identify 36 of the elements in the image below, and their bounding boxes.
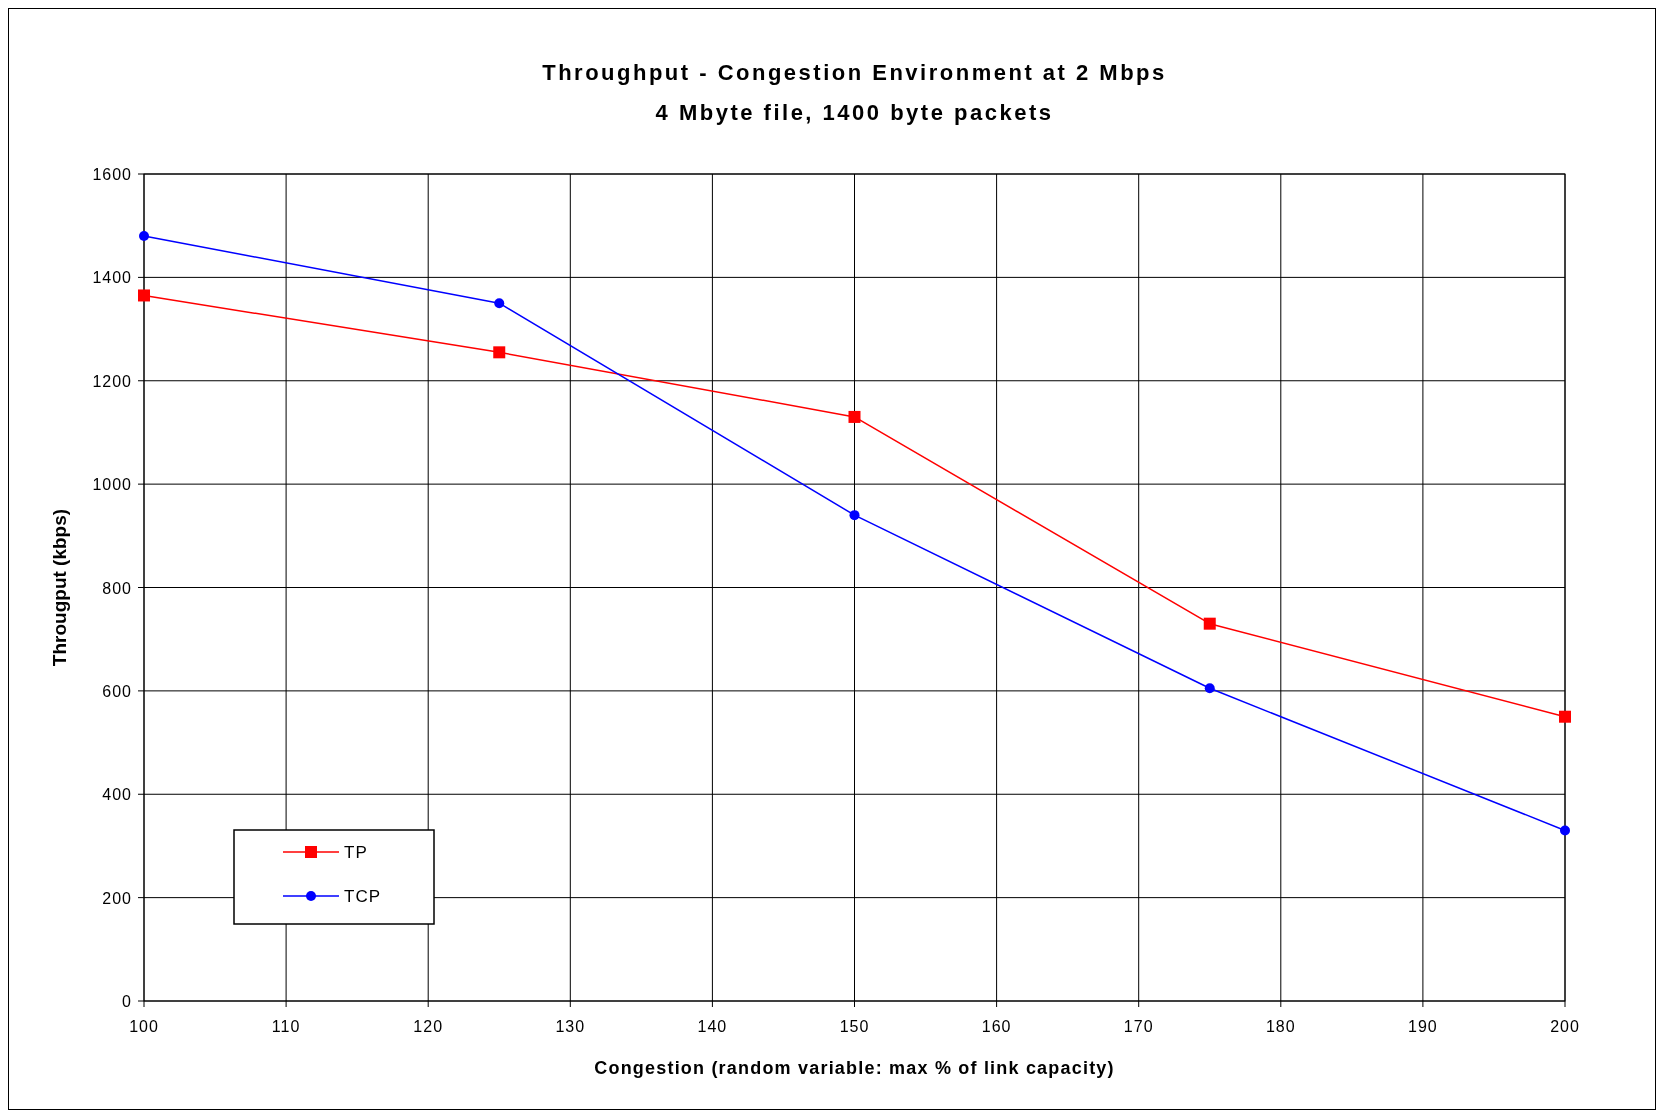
legend-label: TCP xyxy=(344,887,381,906)
x-tick-label: 150 xyxy=(839,1018,870,1035)
x-tick-label: 130 xyxy=(555,1018,586,1035)
legend-label: TP xyxy=(344,843,368,862)
x-tick-label: 180 xyxy=(1265,1018,1296,1035)
y-tick-label: 400 xyxy=(102,786,132,804)
point xyxy=(493,346,506,359)
x-tick-label: 100 xyxy=(129,1018,159,1035)
point xyxy=(848,410,861,423)
point xyxy=(1560,825,1570,836)
y-tick-label: 600 xyxy=(102,682,132,700)
x-tick-label: 140 xyxy=(697,1018,728,1035)
y-tick-label: 1600 xyxy=(92,166,132,183)
chart-title: Throughput - Congestion Environment at 2 Mbps xyxy=(542,60,1167,85)
y-tick-label: 200 xyxy=(102,889,132,907)
y-tick-label: 1200 xyxy=(92,372,132,390)
x-axis-title: Congestion (random variable: max % of link capacity) xyxy=(594,1058,1115,1078)
y-tick-label: 1000 xyxy=(92,476,132,494)
x-tick-label: 110 xyxy=(271,1018,301,1035)
y-tick-label: 800 xyxy=(102,579,132,597)
x-tick-label: 120 xyxy=(413,1018,444,1035)
y-tick-label: 0 xyxy=(122,993,132,1010)
point xyxy=(139,231,149,242)
y-axis-title: Througput (kbps) xyxy=(49,508,70,667)
x-tick-label: 200 xyxy=(1550,1018,1580,1035)
y-tick-label: 1400 xyxy=(92,269,132,287)
point xyxy=(494,298,505,309)
point xyxy=(1559,710,1571,723)
x-tick-label: 190 xyxy=(1408,1018,1438,1035)
point xyxy=(849,510,860,521)
x-tick-label: 170 xyxy=(1123,1018,1154,1035)
point xyxy=(1204,683,1215,694)
chart-subtitle: 4 Mbyte file, 1400 byte packets xyxy=(655,100,1054,125)
point xyxy=(138,289,150,302)
x-tick-label: 160 xyxy=(981,1018,1012,1035)
point xyxy=(1203,617,1216,630)
